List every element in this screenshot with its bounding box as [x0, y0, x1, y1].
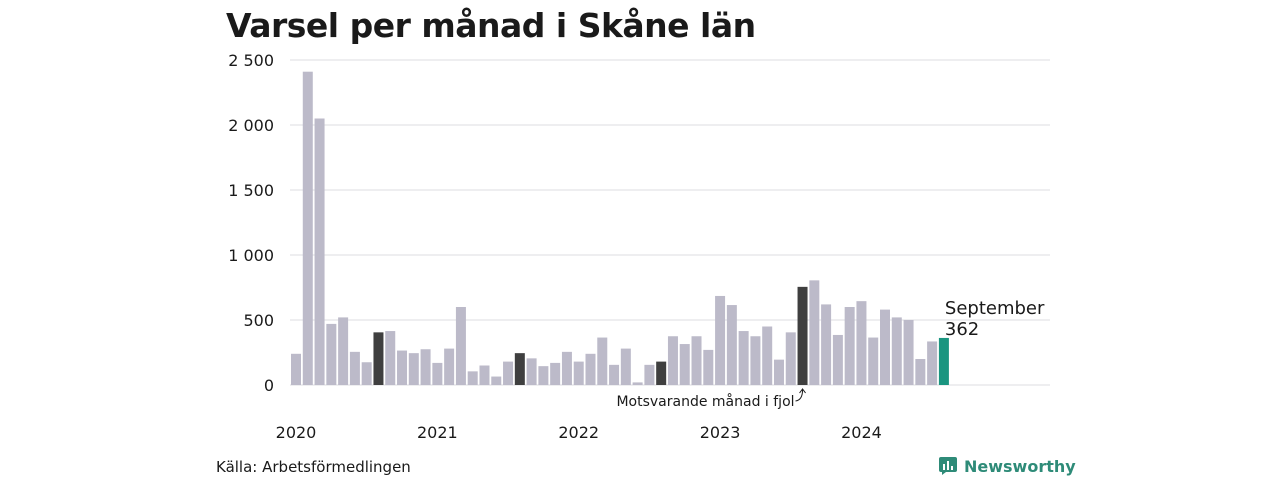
bar [338, 317, 349, 385]
x-tick-label: 2021 [417, 423, 458, 442]
bar [561, 351, 572, 385]
bar [773, 359, 784, 385]
bar [573, 361, 584, 385]
bar [667, 336, 678, 385]
bar [314, 118, 325, 385]
bar [891, 317, 902, 385]
annotation-arrow [795, 389, 804, 402]
bar [609, 364, 620, 385]
bar [302, 71, 313, 385]
bar [868, 337, 879, 385]
callout-value: 362 [945, 319, 979, 340]
brand-logo: Newsworthy [938, 456, 1076, 476]
x-tick-label: 2020 [276, 423, 317, 442]
bar-highlight [797, 286, 808, 385]
bar-current [938, 337, 949, 385]
y-tick-label: 1 000 [228, 246, 274, 265]
bar [326, 323, 337, 385]
bar [809, 280, 820, 385]
bars [291, 71, 949, 385]
current-value-callout: September 362 [945, 298, 1045, 340]
bar [620, 348, 631, 385]
bar [726, 305, 737, 385]
bar [927, 341, 938, 385]
bar [397, 350, 408, 385]
bar [585, 353, 596, 385]
bar [679, 344, 690, 385]
bar [385, 331, 396, 385]
newsworthy-logo-icon [939, 457, 957, 475]
x-tick-label: 2022 [558, 423, 599, 442]
brand-name: Newsworthy [964, 456, 1076, 476]
bar [915, 359, 926, 385]
bar [703, 349, 714, 385]
bar [420, 349, 431, 385]
bar [479, 365, 490, 385]
annotation: Motsvarande månad i fjol [616, 388, 806, 410]
bar-highlight [656, 361, 667, 385]
bar [844, 307, 855, 385]
bar [503, 361, 514, 385]
bar [597, 337, 608, 385]
bar-highlight [514, 353, 525, 385]
bar [444, 348, 455, 385]
x-axis: 2020 2021 2022 2023 2024 [276, 423, 882, 442]
bar [691, 336, 702, 385]
bar [467, 371, 478, 385]
bar [349, 351, 360, 385]
callout-month: September [945, 298, 1045, 319]
bar [880, 309, 890, 385]
bar [361, 362, 372, 385]
bar [291, 353, 301, 385]
bar [408, 353, 419, 385]
bar [491, 376, 502, 385]
bar [715, 295, 726, 385]
bar [526, 358, 537, 385]
chart-title: Varsel per månad i Skåne län [226, 6, 756, 45]
bar [632, 382, 643, 385]
y-tick-label: 500 [243, 311, 274, 330]
bar [856, 301, 867, 385]
bar [738, 331, 749, 385]
source-note: Källa: Arbetsförmedlingen [216, 458, 411, 476]
y-tick-label: 2 000 [228, 116, 274, 135]
bar [432, 362, 443, 385]
bar [550, 362, 561, 385]
bar [821, 304, 832, 385]
x-tick-label: 2023 [700, 423, 741, 442]
bar [455, 307, 466, 385]
y-tick-label: 0 [264, 376, 274, 395]
x-tick-label: 2024 [841, 423, 882, 442]
y-tick-label: 1 500 [228, 181, 274, 200]
bar [832, 334, 843, 385]
bar [785, 332, 796, 385]
annotation-arrowhead [799, 388, 806, 394]
bar [903, 320, 914, 385]
bar-highlight [373, 332, 384, 385]
y-tick-label: 2 500 [228, 51, 274, 70]
bar [644, 364, 655, 385]
annotation-label: Motsvarande månad i fjol [616, 393, 794, 410]
bar [538, 366, 549, 385]
bar [750, 336, 761, 385]
bar [762, 326, 773, 385]
y-axis: 0 500 1 000 1 500 2 000 2 500 [228, 51, 274, 395]
